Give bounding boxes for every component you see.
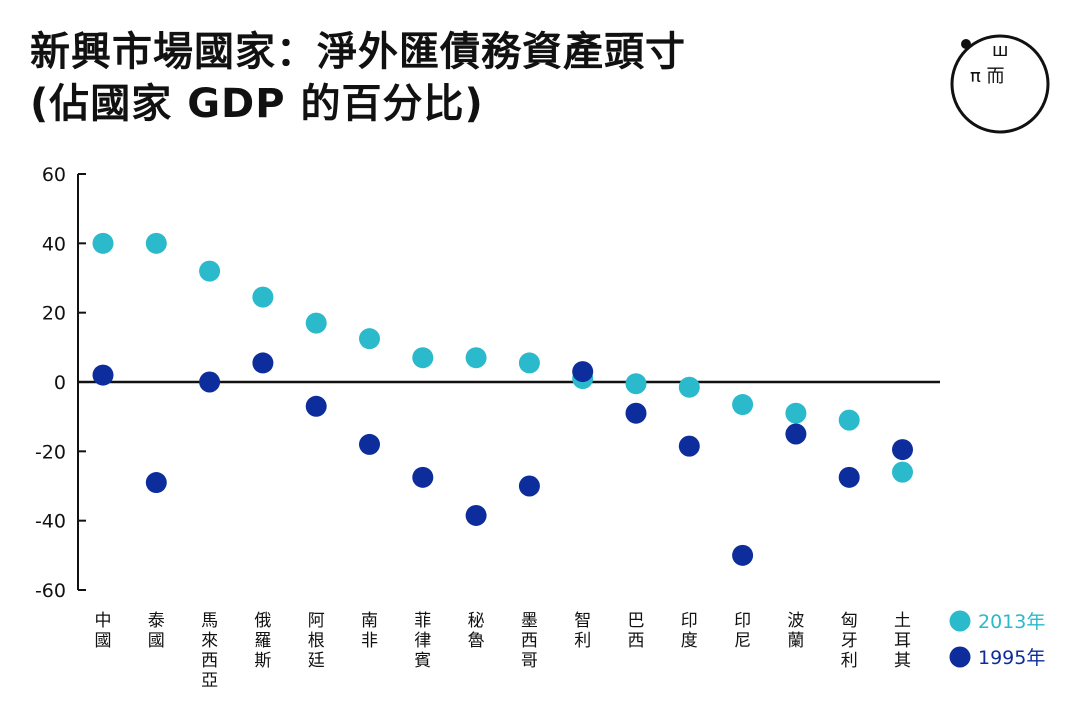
data-point [625,373,647,395]
x-tick-label: 波蘭 [787,611,804,651]
x-tick-label: 俄羅斯 [254,611,271,671]
data-point [625,402,647,424]
x-tick-label: 泰國 [148,611,165,651]
data-point [252,352,274,374]
data-point [732,394,754,416]
x-tick-label: 菲律賓 [414,611,431,671]
data-point [359,328,380,350]
y-tick-label: 40 [42,233,66,255]
x-tick-label: 墨西哥 [521,611,538,671]
data-point [518,352,540,374]
x-tick-label: 印尼 [734,611,751,651]
data-point [785,423,807,445]
legend-swatch [949,646,971,668]
data-point [145,472,167,494]
data-point [892,461,913,483]
data-point [252,286,274,308]
x-tick-label: 秘魯 [468,611,485,651]
y-tick-label: 60 [42,164,66,186]
chart-title-line1: 新興市場國家：淨外匯債務資產頭寸 [30,29,686,75]
legend-label: 2013年 [978,611,1045,633]
x-tick-label: 匈牙利 [841,611,858,671]
logo-text-top: ш [992,40,1008,61]
data-point [785,402,807,424]
x-tick-label: 中國 [95,611,112,651]
data-point [359,433,380,455]
data-point [838,466,860,488]
logo-text-bottom: π 而 [970,66,1005,87]
data-point [572,361,594,383]
x-tick-label: 阿根廷 [308,611,325,671]
x-tick-label: 馬來西亞 [201,611,218,691]
chart-title-line2: (佔國家 GDP 的百分比) [30,81,484,127]
data-point [465,347,487,369]
x-tick-label: 巴西 [628,611,645,651]
data-point [145,232,167,254]
chart-title: 新興市場國家：淨外匯債務資產頭寸 (佔國家 GDP 的百分比) [30,26,686,130]
data-point [838,409,860,431]
data-point [92,232,114,254]
data-point [465,504,487,526]
data-point [199,260,221,282]
y-tick-label: -60 [35,580,66,602]
data-point [412,347,434,369]
legend-label: 1995年 [978,647,1045,669]
data-point [678,376,700,398]
data-point [92,364,114,386]
y-tick-label: 20 [42,303,66,325]
data-points [92,232,913,566]
data-point [732,544,754,566]
y-tick-label: -20 [35,441,66,463]
y-tick-label: 0 [54,372,66,394]
data-point [892,439,913,461]
x-tick-label: 土耳其 [894,611,911,671]
legend: 2013年 1995年 [949,610,1045,669]
x-tick-label: 智利 [574,611,591,651]
data-point [305,395,327,417]
data-point [412,466,434,488]
y-tick-label: -40 [35,511,66,533]
x-tick-label: 南非 [361,611,378,651]
data-point [518,475,540,497]
data-point [305,312,327,334]
legend-swatch [949,610,971,632]
x-tick-label: 印度 [681,611,698,651]
data-point [678,435,700,457]
brand-logo-icon: ш π 而 [950,34,1050,134]
data-point [199,371,221,393]
